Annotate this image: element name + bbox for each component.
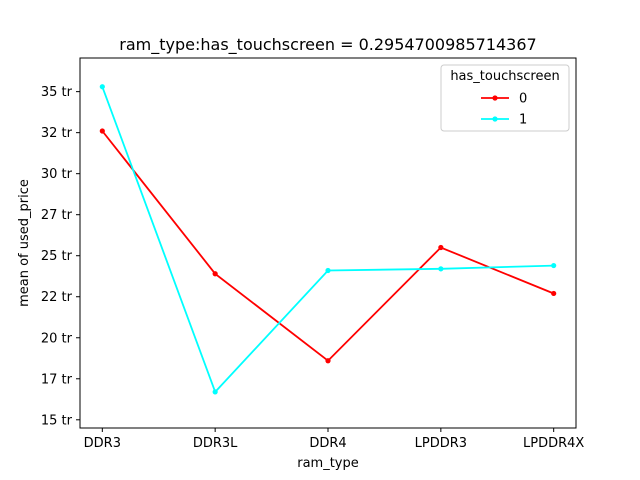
chart-title: ram_type:has_touchscreen = 0.29547009857… — [119, 35, 536, 55]
y-tick-label: 17 tr — [41, 372, 73, 387]
plot-area: DDR3 DDR3L DDR4 LPDDR3 LPDDR4X 15 tr 17 tr 20 t… — [41, 84, 584, 451]
legend-label: 0 — [519, 92, 527, 107]
x-tick-label: LPDDR3 — [415, 436, 467, 451]
data-point — [438, 266, 444, 272]
data-point — [551, 262, 557, 269]
axes-frame — [79, 57, 577, 429]
series-line — [101, 130, 555, 362]
y-tick-label: 27 tr — [41, 208, 73, 223]
data-point — [325, 267, 331, 274]
data-point — [212, 389, 218, 395]
y-tick-label: 32 tr — [41, 126, 73, 141]
x-tick-label: DDR3 — [84, 436, 121, 451]
y-tick-label: 30 tr — [41, 167, 73, 182]
legend-label: 1 — [519, 113, 527, 128]
y-tick-label: 22 tr — [41, 290, 73, 305]
y-tick-label: 25 tr — [41, 249, 73, 264]
y-tick-label: 15 tr — [41, 413, 73, 428]
legend-title: has_touchscreen — [450, 69, 559, 84]
data-point — [325, 358, 331, 364]
y-axis-label: mean of used_price — [17, 179, 32, 307]
x-tick-label: DDR4 — [309, 436, 346, 451]
legend-swatch-marker — [492, 116, 498, 122]
data-point — [212, 271, 218, 277]
legend: has_touchscreen 01 — [440, 64, 570, 132]
legend-swatch-marker — [492, 95, 498, 101]
data-point — [551, 290, 557, 297]
x-tick-label: DDR3L — [193, 436, 238, 451]
data-point — [99, 84, 105, 90]
legend-entries: 01 — [481, 92, 527, 128]
y-tick-label: 20 tr — [41, 331, 73, 346]
y-tick-label: 35 tr — [41, 85, 73, 100]
series-line — [101, 86, 554, 394]
x-tick-label: LPDDR4X — [523, 436, 584, 451]
data-point — [99, 128, 105, 134]
data-point — [438, 244, 444, 251]
x-axis-label: ram_type — [297, 456, 359, 471]
